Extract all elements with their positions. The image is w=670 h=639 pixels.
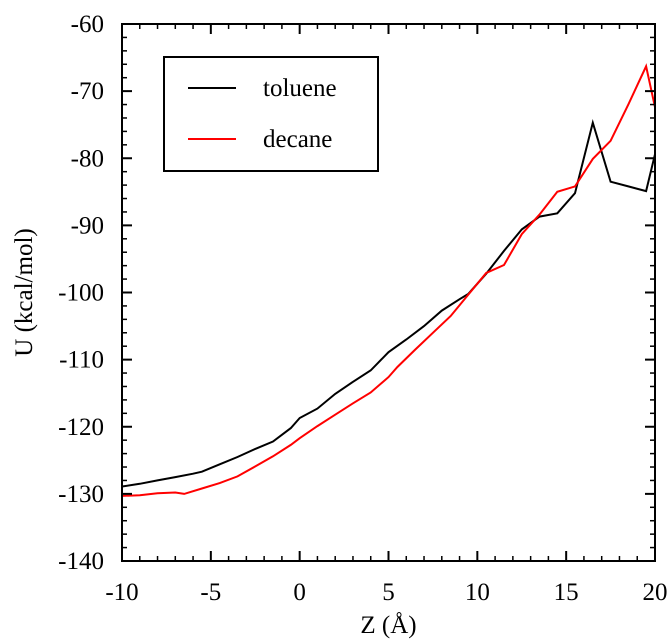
legend-label-toluene: toluene [263,75,337,102]
x-tick-label: 5 [382,579,395,606]
series-layer [122,63,655,497]
x-tick-label: 15 [554,579,579,606]
y-tick-label: -120 [58,414,104,441]
series-line-toluene [122,118,655,488]
x-tick-label: -10 [105,579,138,606]
x-tick-label: 0 [293,579,306,606]
y-tick-label: -60 [71,11,104,38]
x-tick-label: 20 [643,579,668,606]
ticks-layer [121,23,656,562]
y-tick-label: -70 [71,78,104,105]
y-tick-label: -80 [71,145,104,172]
y-tick-label: -100 [58,280,104,307]
legend: toluene decane [163,56,379,172]
y-tick-label: -110 [59,347,104,374]
legend-label-decane: decane [263,126,332,153]
x-tick-label: -5 [200,579,221,606]
y-tick-label: -130 [58,481,104,508]
y-axis-title: U (kcal/mol) [11,228,38,356]
x-axis-title: Z (Å) [360,612,416,639]
legend-box [163,56,379,172]
tick-labels-layer: -10 -5 0 5 10 15 20 -140 -130 -120 -110 -100 -90 -80 -… [58,11,667,606]
y-tick-label: -90 [71,212,104,239]
y-tick-label: -140 [58,548,104,575]
x-tick-label: 10 [465,579,490,606]
series-line-decane [122,63,655,497]
